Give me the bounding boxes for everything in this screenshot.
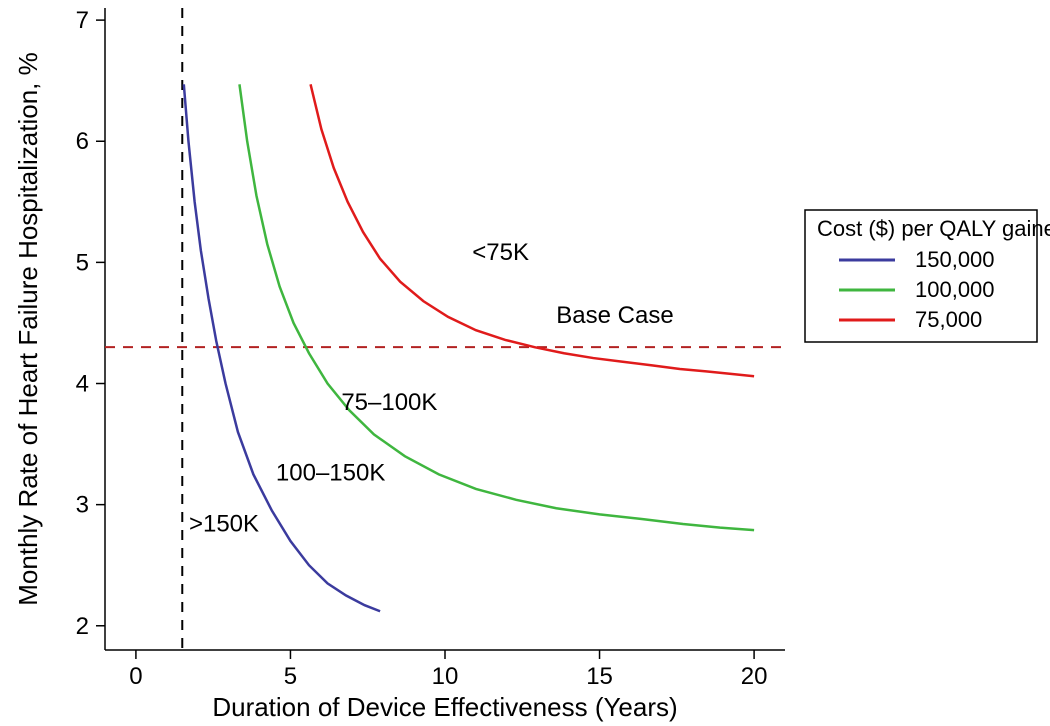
y-tick-label: 6 xyxy=(76,128,89,155)
y-tick-label: 5 xyxy=(76,249,89,276)
region-label: <75K xyxy=(472,239,529,266)
region-label: 100–150K xyxy=(276,459,385,486)
y-tick-label: 4 xyxy=(76,371,89,398)
legend-item-label: 100,000 xyxy=(915,277,995,302)
y-axis-label: Monthly Rate of Heart Failure Hospitaliz… xyxy=(13,52,43,605)
x-tick-label: 20 xyxy=(741,663,768,690)
chart-container: 0 5 10 15 20 2 3 4 5 6 7 Duration of Device Effecti… xyxy=(0,0,1050,726)
region-label: >150K xyxy=(189,510,259,537)
y-tick-label: 3 xyxy=(76,492,89,519)
legend-item-label: 75,000 xyxy=(915,307,982,332)
y-tick-label: 7 xyxy=(76,7,89,34)
legend-item-label: 150,000 xyxy=(915,247,995,272)
legend-title: Cost ($) per QALY gained xyxy=(817,216,1050,241)
x-tick-label: 0 xyxy=(129,663,142,690)
series-line-75,000 xyxy=(311,84,755,376)
line-chart: 0 5 10 15 20 2 3 4 5 6 7 Duration of Device Effecti… xyxy=(0,0,1050,726)
region-label: 75–100K xyxy=(341,389,437,416)
y-tick-label: 2 xyxy=(76,613,89,640)
region-label: Base Case xyxy=(556,302,673,329)
x-tick-label: 15 xyxy=(586,663,613,690)
x-tick-label: 10 xyxy=(432,663,459,690)
x-tick-label: 5 xyxy=(284,663,297,690)
x-axis-label: Duration of Device Effectiveness (Years) xyxy=(212,692,677,722)
